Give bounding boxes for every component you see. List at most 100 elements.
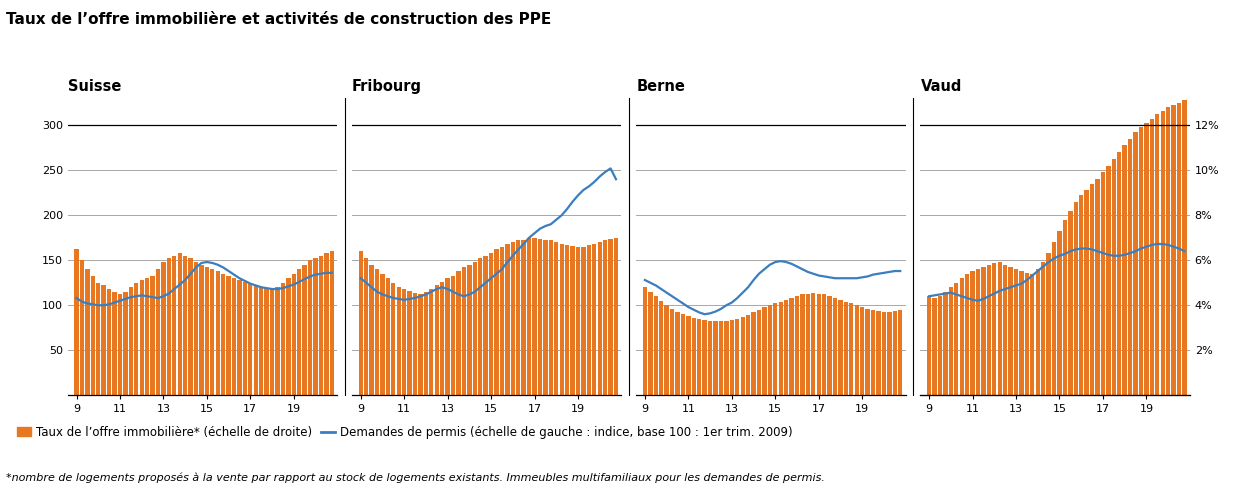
Bar [205, 268, 210, 395]
Bar [811, 293, 815, 395]
Bar [96, 283, 100, 395]
Bar [91, 276, 95, 395]
Bar [877, 311, 880, 395]
Bar [719, 322, 723, 395]
Bar [784, 300, 788, 395]
Bar [986, 265, 991, 395]
Text: Vaud: Vaud [920, 79, 962, 94]
Bar [805, 294, 810, 395]
Bar [724, 321, 729, 395]
Bar [789, 298, 794, 395]
Bar [150, 276, 154, 395]
Bar [1133, 133, 1138, 395]
Bar [499, 247, 504, 395]
Bar [429, 289, 434, 395]
Bar [948, 287, 953, 395]
Bar [932, 298, 937, 395]
Bar [359, 251, 363, 395]
Bar [670, 309, 674, 395]
Bar [965, 274, 969, 395]
Bar [544, 240, 547, 395]
Bar [1079, 195, 1084, 395]
Bar [587, 245, 591, 395]
Bar [189, 258, 192, 395]
Bar [981, 267, 985, 395]
Bar [676, 312, 679, 395]
Bar [1106, 166, 1111, 395]
Bar [526, 238, 531, 395]
Bar [270, 289, 274, 395]
Bar [128, 287, 133, 395]
Bar [472, 262, 477, 395]
Bar [451, 275, 455, 395]
Bar [751, 312, 756, 395]
Bar [407, 291, 412, 395]
Bar [291, 274, 296, 395]
Bar [391, 283, 396, 395]
Bar [467, 265, 471, 395]
Bar [1101, 172, 1105, 395]
Bar [418, 295, 423, 395]
Bar [1122, 145, 1127, 395]
Bar [227, 275, 231, 395]
Bar [538, 239, 543, 395]
Bar [1117, 152, 1121, 395]
Bar [308, 260, 312, 395]
Bar [832, 298, 837, 395]
Text: Taux de l’offre immobilière et activités de construction des PPE: Taux de l’offre immobilière et activités… [6, 12, 551, 27]
Bar [838, 300, 842, 395]
Bar [494, 249, 498, 395]
Bar [101, 285, 106, 395]
Bar [139, 280, 144, 395]
Bar [943, 292, 948, 395]
Bar [687, 316, 690, 395]
Bar [800, 295, 805, 395]
Bar [210, 269, 215, 395]
Bar [665, 305, 668, 395]
Text: Suisse: Suisse [68, 79, 121, 94]
Bar [145, 278, 149, 395]
Bar [533, 238, 536, 395]
Bar [1128, 139, 1132, 395]
Bar [592, 244, 597, 395]
Bar [434, 285, 439, 395]
Bar [1058, 231, 1062, 395]
Bar [768, 305, 772, 395]
Bar [1160, 111, 1165, 395]
Bar [614, 238, 618, 395]
Bar [123, 292, 127, 395]
Bar [1074, 202, 1078, 395]
Bar [445, 278, 450, 395]
Bar [997, 262, 1002, 395]
Bar [1112, 159, 1116, 395]
Bar [510, 242, 515, 395]
Bar [1182, 100, 1186, 395]
Bar [598, 242, 602, 395]
Bar [1052, 242, 1057, 395]
Bar [649, 292, 652, 395]
Bar [483, 256, 488, 395]
Bar [882, 312, 887, 395]
Bar [735, 319, 740, 395]
Bar [1149, 119, 1154, 395]
Bar [1036, 269, 1039, 395]
Bar [281, 283, 285, 395]
Bar [1047, 253, 1051, 395]
Text: *nombre de logements proposés à la vente par rapport au stock de logements exist: *nombre de logements proposés à la vente… [6, 472, 825, 483]
Bar [893, 311, 896, 395]
Bar [221, 274, 226, 395]
Bar [816, 294, 821, 395]
Bar [660, 300, 663, 395]
Bar [264, 288, 269, 395]
Bar [843, 301, 848, 395]
Bar [375, 269, 380, 395]
Bar [162, 262, 165, 395]
Bar [697, 319, 702, 395]
Bar [757, 310, 761, 395]
Bar [898, 310, 903, 395]
Bar [827, 296, 832, 395]
Bar [576, 247, 581, 395]
Bar [1068, 211, 1073, 395]
Bar [746, 315, 751, 395]
Bar [993, 263, 996, 395]
